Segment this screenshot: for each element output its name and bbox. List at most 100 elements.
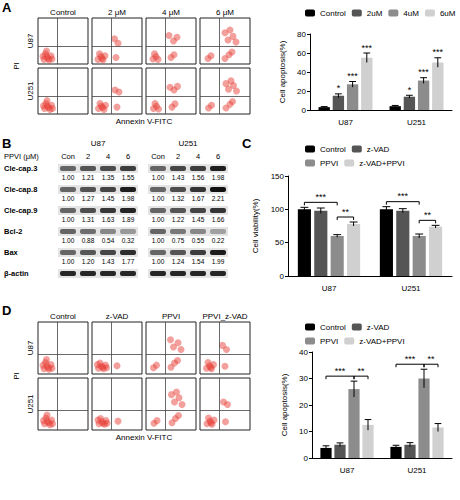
svg-text:***: ***	[347, 71, 358, 81]
svg-text:1.45: 1.45	[192, 216, 205, 223]
svg-text:U87: U87	[340, 466, 355, 475]
svg-text:0.55: 0.55	[192, 237, 205, 244]
svg-text:U87: U87	[26, 340, 35, 355]
svg-text:4: 4	[196, 152, 200, 161]
svg-text:2.21: 2.21	[212, 195, 225, 202]
svg-text:1.63: 1.63	[102, 216, 115, 223]
svg-text:1.00: 1.00	[152, 216, 165, 223]
svg-text:Con: Con	[61, 152, 75, 161]
svg-text:1.77: 1.77	[122, 258, 135, 265]
svg-text:U87: U87	[26, 33, 35, 48]
svg-text:0.32: 0.32	[122, 237, 135, 244]
svg-text:PPVI: PPVI	[162, 312, 180, 321]
svg-text:z-VAD+PPVI: z-VAD+PPVI	[359, 159, 404, 168]
svg-text:***: ***	[418, 67, 429, 77]
svg-text:Con: Con	[151, 152, 165, 161]
svg-text:PI: PI	[12, 62, 21, 70]
svg-text:1.56: 1.56	[192, 174, 205, 181]
svg-text:Cle-cap.8: Cle-cap.8	[4, 185, 37, 194]
svg-text:D: D	[2, 303, 11, 318]
svg-text:Control: Control	[320, 323, 346, 332]
svg-text:20: 20	[299, 401, 308, 410]
svg-text:1.45: 1.45	[102, 195, 115, 202]
svg-text:30: 30	[299, 374, 308, 383]
svg-text:PPVI (μM): PPVI (μM)	[4, 152, 39, 161]
svg-text:Control: Control	[320, 145, 346, 154]
svg-text:0.54: 0.54	[102, 237, 115, 244]
svg-text:4: 4	[106, 152, 110, 161]
svg-text:6uM: 6uM	[440, 9, 456, 18]
svg-text:1.00: 1.00	[152, 195, 165, 202]
svg-text:1.98: 1.98	[212, 174, 225, 181]
svg-text:***: ***	[398, 191, 409, 201]
svg-text:**: **	[427, 354, 435, 364]
svg-text:4 μM: 4 μM	[162, 8, 180, 17]
svg-text:0.75: 0.75	[172, 237, 185, 244]
svg-text:1.54: 1.54	[192, 258, 205, 265]
svg-text:U251: U251	[407, 466, 427, 475]
svg-text:Annexin V-FITC: Annexin V-FITC	[116, 433, 173, 442]
svg-text:40: 40	[297, 68, 306, 77]
svg-text:4uM: 4uM	[403, 9, 419, 18]
svg-text:U87: U87	[91, 139, 106, 148]
svg-text:60: 60	[297, 49, 306, 58]
svg-text:***: ***	[316, 192, 327, 202]
svg-text:U251: U251	[401, 284, 421, 293]
svg-text:Control: Control	[50, 312, 76, 321]
svg-text:***: ***	[433, 47, 444, 57]
svg-text:z-VAD: z-VAD	[106, 312, 129, 321]
svg-text:1.00: 1.00	[62, 237, 75, 244]
svg-text:10: 10	[299, 427, 308, 436]
svg-text:1.00: 1.00	[62, 258, 75, 265]
svg-text:Cell apoptosis(%): Cell apoptosis(%)	[278, 40, 287, 103]
svg-text:2 μM: 2 μM	[108, 8, 126, 17]
svg-text:2: 2	[86, 152, 90, 161]
svg-text:U251: U251	[26, 81, 35, 101]
svg-text:**: **	[424, 210, 432, 220]
svg-text:β-actin: β-actin	[4, 269, 29, 278]
svg-text:Annexin V-FITC: Annexin V-FITC	[116, 117, 173, 126]
svg-text:2uM: 2uM	[367, 9, 383, 18]
svg-text:0: 0	[304, 454, 309, 463]
svg-text:1.66: 1.66	[212, 216, 225, 223]
svg-text:0: 0	[280, 272, 285, 281]
svg-text:1.98: 1.98	[122, 195, 135, 202]
svg-text:1.00: 1.00	[152, 258, 165, 265]
svg-text:*: *	[337, 83, 341, 93]
svg-text:PPVI: PPVI	[320, 337, 338, 346]
svg-text:6 μM: 6 μM	[216, 8, 234, 17]
svg-text:z-VAD+PPVI: z-VAD+PPVI	[359, 337, 404, 346]
svg-text:U251: U251	[407, 118, 427, 127]
svg-text:1.55: 1.55	[122, 174, 135, 181]
svg-text:Cell apoptosis(%): Cell apoptosis(%)	[280, 373, 289, 436]
svg-text:Bcl-2: Bcl-2	[4, 227, 22, 236]
svg-text:PI: PI	[12, 372, 21, 380]
svg-text:Bax: Bax	[4, 248, 19, 257]
svg-text:Cle-cap.9: Cle-cap.9	[4, 206, 37, 215]
svg-text:1.31: 1.31	[82, 216, 95, 223]
svg-text:Control: Control	[50, 8, 76, 17]
svg-text:Control: Control	[320, 9, 346, 18]
svg-text:1.00: 1.00	[152, 174, 165, 181]
svg-text:*: *	[408, 85, 412, 95]
svg-text:**: **	[357, 366, 365, 376]
svg-text:1.27: 1.27	[82, 195, 95, 202]
svg-text:1.89: 1.89	[122, 216, 135, 223]
svg-text:100: 100	[271, 205, 285, 214]
svg-text:6: 6	[126, 152, 130, 161]
svg-text:6: 6	[216, 152, 220, 161]
svg-text:U87: U87	[338, 118, 353, 127]
svg-text:1.21: 1.21	[82, 174, 95, 181]
svg-text:1.00: 1.00	[62, 174, 75, 181]
svg-text:U87: U87	[322, 284, 337, 293]
svg-text:1.22: 1.22	[172, 216, 185, 223]
svg-text:1.00: 1.00	[152, 237, 165, 244]
svg-text:z-VAD: z-VAD	[367, 323, 390, 332]
svg-text:U251: U251	[178, 139, 198, 148]
svg-text:C: C	[242, 136, 252, 151]
svg-text:**: **	[342, 207, 350, 217]
svg-text:1.43: 1.43	[102, 258, 115, 265]
svg-text:0.88: 0.88	[82, 237, 95, 244]
svg-text:80: 80	[297, 30, 306, 39]
svg-text:***: ***	[405, 354, 416, 364]
